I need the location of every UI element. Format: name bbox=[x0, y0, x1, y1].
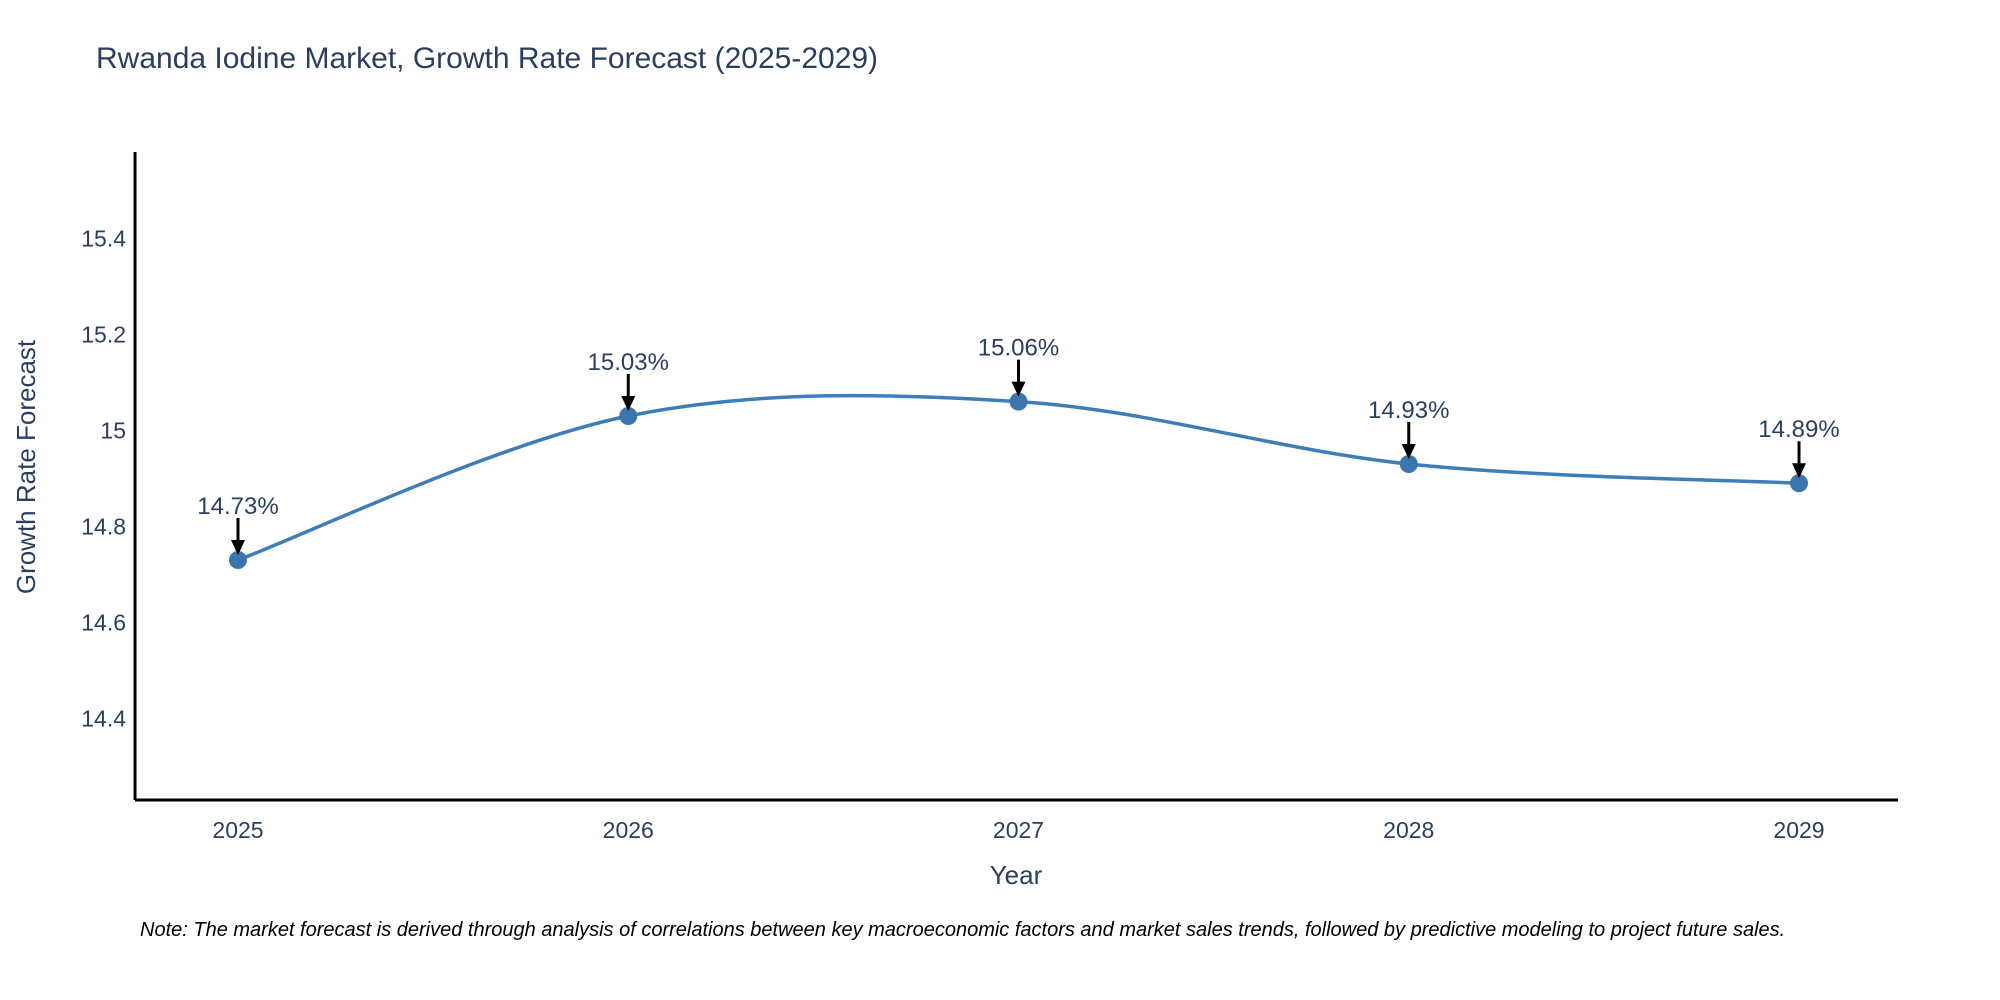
x-tick-label: 2029 bbox=[1773, 817, 1824, 843]
y-tick-label: 15.2 bbox=[81, 321, 126, 347]
annotation-arrowhead bbox=[231, 540, 245, 555]
y-tick-label: 14.8 bbox=[81, 513, 126, 539]
y-axis-title: Growth Rate Forecast bbox=[11, 339, 41, 594]
data-point-marker bbox=[1399, 455, 1418, 473]
point-annotation-label: 14.73% bbox=[197, 493, 278, 520]
annotation-arrowhead bbox=[1011, 381, 1026, 397]
point-annotation-label: 14.93% bbox=[1368, 397, 1449, 424]
x-tick-label: 2026 bbox=[603, 817, 654, 843]
footnote: Note: The market forecast is derived thr… bbox=[140, 919, 1786, 941]
x-tick-label: 2025 bbox=[212, 817, 263, 843]
x-tick-label: 2027 bbox=[993, 817, 1044, 843]
data-point-marker bbox=[619, 407, 638, 425]
y-tick-label: 14.6 bbox=[81, 609, 126, 635]
data-point-marker bbox=[1009, 392, 1028, 411]
data-point-marker bbox=[229, 551, 247, 569]
y-tick-label: 14.4 bbox=[81, 705, 126, 731]
data-point-marker bbox=[1790, 474, 1808, 493]
y-tick-label: 15 bbox=[100, 417, 126, 443]
point-annotation-label: 15.03% bbox=[588, 349, 669, 376]
annotation-arrowhead bbox=[1401, 444, 1416, 459]
y-tick-label: 15.4 bbox=[81, 225, 126, 251]
point-annotation-label: 15.06% bbox=[978, 335, 1059, 362]
x-axis-title: Year bbox=[990, 860, 1043, 890]
point-annotation-label: 14.89% bbox=[1758, 416, 1839, 443]
chart-title: Rwanda Iodine Market, Growth Rate Foreca… bbox=[96, 42, 879, 75]
annotation-arrowhead bbox=[1792, 463, 1806, 479]
series-line bbox=[237, 393, 1800, 562]
x-tick-label: 2028 bbox=[1383, 817, 1434, 843]
annotation-arrowhead bbox=[621, 396, 636, 411]
